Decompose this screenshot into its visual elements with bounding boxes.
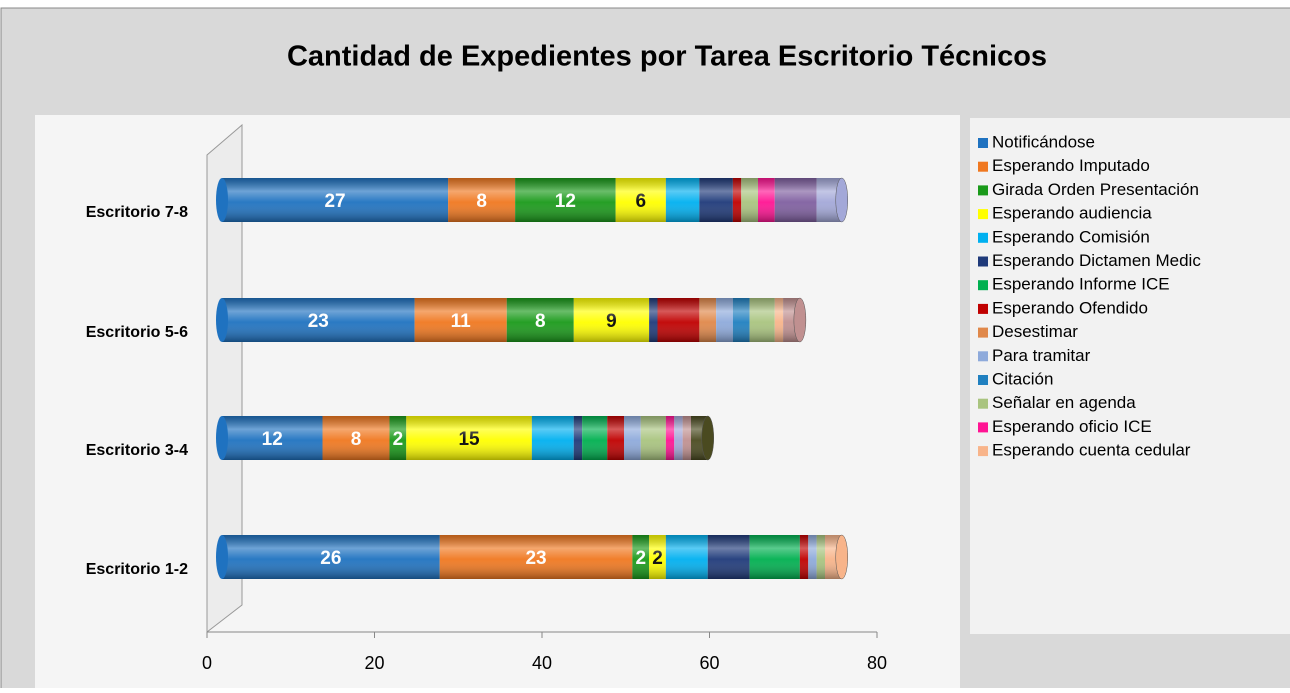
legend-label: Señalar en agenda — [992, 393, 1136, 412]
legend-swatch — [978, 209, 988, 220]
legend-swatch — [978, 446, 988, 457]
x-tick-label: 0 — [202, 653, 212, 673]
y-tick-label: Escritorio 1-2 — [86, 561, 188, 578]
cylinder-shade — [222, 416, 708, 460]
cylinder-end — [835, 177, 848, 223]
legend-box — [970, 118, 1290, 634]
legend-label: Esperando Comisión — [992, 227, 1150, 246]
y-tick-label: Escritorio 7-8 — [86, 204, 188, 221]
legend-swatch — [978, 256, 988, 267]
legend-swatch — [978, 280, 988, 291]
legend-label: Para tramitar — [992, 346, 1091, 365]
legend-swatch — [978, 185, 988, 196]
legend-label: Esperando Imputado — [992, 156, 1150, 175]
legend-label: Esperando audiencia — [992, 204, 1152, 223]
cylinder-start — [216, 298, 228, 342]
y-tick-label: Escritorio 5-6 — [86, 324, 188, 341]
legend-label: Citación — [992, 369, 1053, 388]
legend-swatch — [978, 351, 988, 362]
cylinder-end — [701, 415, 714, 461]
legend-swatch — [978, 161, 988, 172]
legend-swatch — [978, 375, 988, 385]
cylinder-start — [216, 416, 228, 460]
cylinder-shade — [222, 298, 800, 342]
legend-swatch — [978, 398, 988, 409]
cylinder-start — [216, 178, 228, 222]
legend-label: Esperando Ofendido — [992, 298, 1148, 317]
legend-swatch — [978, 327, 988, 338]
legend-label: Esperando Dictamen Medic — [992, 251, 1201, 270]
x-tick-label: 60 — [699, 653, 719, 673]
legend-label: Esperando cuenta cedular — [992, 441, 1191, 460]
legend-swatch — [978, 232, 988, 243]
legend-label: Desestimar — [992, 322, 1078, 341]
cylinder-shade — [222, 535, 842, 579]
x-tick-label: 80 — [867, 653, 887, 673]
cylinder-shade — [222, 178, 842, 222]
x-tick-label: 20 — [364, 653, 384, 673]
legend-label: Girada Orden Presentación — [992, 180, 1199, 199]
y-tick-label: Escritorio 3-4 — [86, 442, 188, 459]
legend-label: Esperando oficio ICE — [992, 417, 1152, 436]
legend-swatch — [978, 138, 988, 148]
cylinder-end — [793, 297, 807, 343]
x-tick-label: 40 — [532, 653, 552, 673]
legend-swatch — [978, 422, 988, 433]
axis-wall — [206, 123, 243, 634]
legend-swatch — [978, 303, 988, 314]
chart-title: Cantidad de Expedientes por Tarea Escrit… — [287, 41, 1047, 73]
cylinder-start — [216, 535, 228, 579]
legend-label: Notificándose — [992, 132, 1095, 151]
legend-label: Esperando Informe ICE — [992, 275, 1170, 294]
cylinder-end — [835, 534, 848, 580]
